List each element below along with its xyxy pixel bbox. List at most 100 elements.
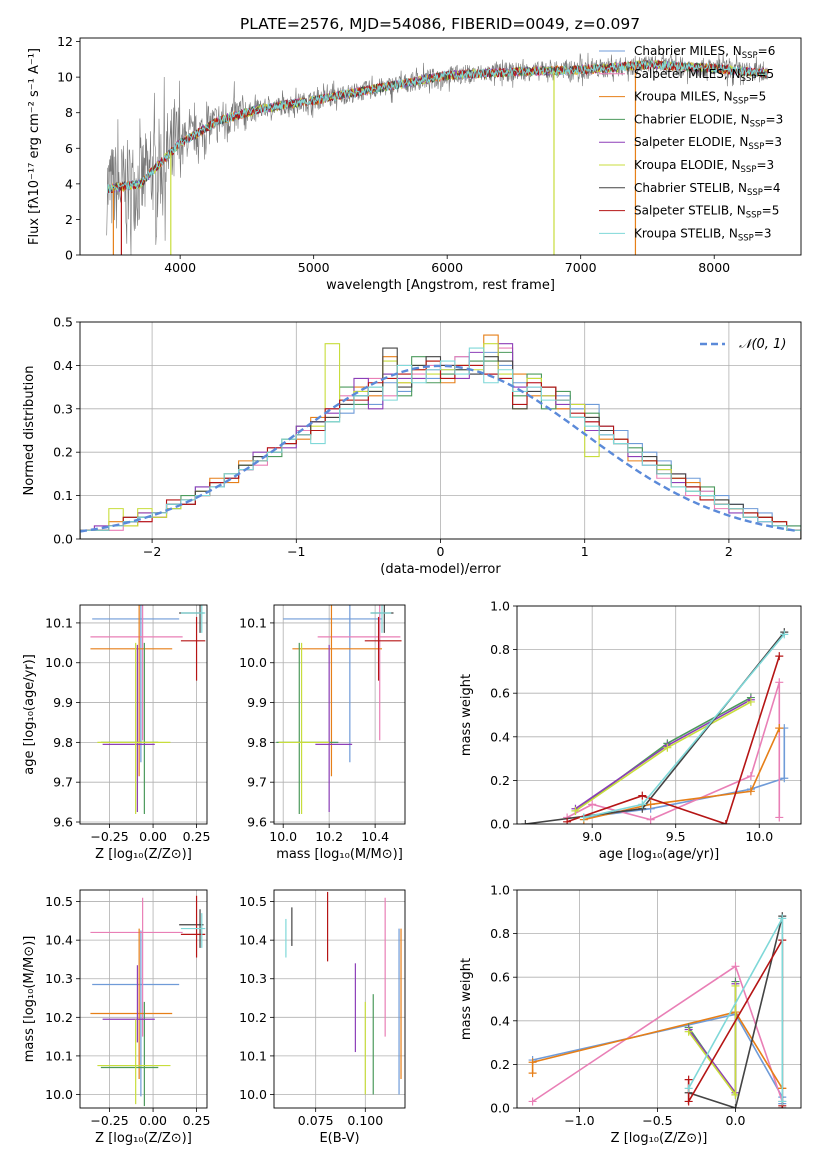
point-chabrier-stelib: [179, 605, 204, 633]
x-tick-label: 9.5: [666, 829, 686, 844]
y-tick-label: 9.6: [247, 815, 267, 830]
x-axis-label: Z [log₁₀(Z/Z⊙)]: [611, 1131, 708, 1146]
gridlines: [80, 605, 207, 824]
series-marker: [746, 772, 755, 781]
x-tick-label: 1: [581, 544, 589, 559]
y-tick-label: 12: [57, 34, 73, 49]
point-kroupa-elodie: [278, 642, 330, 815]
series-line: [566, 655, 781, 824]
point-salpeter-stelib: [364, 616, 402, 681]
legend: 𝒩(0, 1): [700, 337, 786, 352]
series-line: [583, 633, 785, 819]
point-salpeter-miles: [317, 605, 401, 741]
y-tick-label: 0.4: [490, 1013, 510, 1028]
y-tick-label: 0.0: [490, 1101, 510, 1116]
y-tick-label: 4: [65, 176, 73, 191]
y-tick-label: 0.6: [490, 686, 510, 701]
y-tick-label: 0.1: [53, 488, 73, 503]
x-tick-label: 2: [725, 544, 733, 559]
point-kroupa-miles: [90, 928, 173, 1080]
series-marker: [775, 652, 784, 661]
gridlines: [517, 605, 801, 825]
plot-area: [285, 891, 402, 1095]
y-tick-label: 0.2: [53, 445, 73, 460]
y-tick-label: 10.5: [239, 894, 267, 909]
x-tick-label: −1: [287, 544, 305, 559]
series-salpeter-stelib: [563, 652, 784, 824]
axes-frame: [273, 604, 406, 825]
chart-mass_vs_EBV: 0.075 0.100 10.0 10.1 10.2 10.3 10.4 10.5 E(B-V): [239, 889, 406, 1146]
normal-curve: [80, 364, 799, 533]
chart-weight_vs_Z: −1.0 −0.5 0.0 0.0 0.2 0.4 0.6 0.8 1.0 Z [log₁₀(Z/…: [459, 883, 802, 1146]
y-tick-label: 1.0: [490, 599, 510, 614]
point-kroupa-stelib: [370, 605, 392, 633]
model-kroupa-stelib: [106, 59, 768, 195]
x-tick-label: 5000: [298, 260, 330, 275]
series-marker: [731, 981, 740, 990]
x-tick-label: 0.00: [139, 1113, 167, 1128]
ticks: −1.0 −0.5 0.0 0.0 0.2 0.4 0.6 0.8 1.0: [490, 883, 745, 1129]
y-axis-label: mass [log₁₀(M/M⊙)]: [22, 936, 37, 1063]
y-tick-label: 9.8: [53, 735, 73, 750]
y-tick-label: 0.4: [53, 358, 73, 373]
y-tick-label: 9.7: [247, 775, 267, 790]
y-tick-label: 0.2: [490, 773, 510, 788]
series-marker: [588, 800, 597, 809]
y-tick-label: 6: [65, 141, 73, 156]
model-salpeter-stelib: [106, 59, 768, 194]
x-axis-label: Z [log₁₀(Z/Z⊙)]: [95, 1131, 192, 1146]
series-marker: [731, 962, 740, 971]
ticks: 10.0 10.2 10.4 9.6 9.7 9.8 9.9 10.0 10.1: [239, 615, 389, 844]
gridlines: [80, 321, 801, 540]
plot-area: [90, 605, 206, 815]
axes-frame: [516, 889, 802, 1109]
series-kroupa-elodie: [571, 697, 755, 815]
series-marker: [778, 914, 787, 923]
y-tick-label: 10.3: [239, 971, 267, 986]
y-axis-label: Flux [fλ10⁻¹⁷ erg cm⁻² s⁻¹ A⁻¹]: [27, 48, 42, 245]
series-marker: [528, 1058, 537, 1067]
x-tick-label: 10.2: [315, 829, 343, 844]
point-salpeter-miles: [90, 605, 183, 741]
y-tick-label: 0.0: [490, 817, 510, 832]
axes-frame: [79, 37, 802, 256]
point-salpeter-elodie: [315, 644, 353, 813]
x-tick-label: −2: [143, 544, 161, 559]
x-tick-label: −0.25: [90, 1113, 128, 1128]
x-axis-label: Z [log₁₀(Z/Z⊙)]: [95, 847, 192, 862]
point-salpeter-elodie: [102, 965, 155, 1043]
series-marker: [731, 1104, 740, 1108]
point-kroupa-stelib: [180, 605, 206, 633]
y-tick-label: 0.8: [490, 926, 510, 941]
series-marker: [646, 800, 655, 809]
figure-title: PLATE=2576, MJD=54086, FIBERID=0049, z=0…: [240, 15, 640, 33]
y-tick-label: 0.8: [490, 642, 510, 657]
y-tick-label: 10.4: [45, 933, 73, 948]
y-axis-label: Normed distribution: [22, 366, 37, 496]
y-tick-label: 10.1: [45, 1048, 73, 1063]
chart-mass_vs_Z: −0.25 0.00 0.25 10.0 10.1 10.2 10.3 10.4 10.5 Z […: [22, 889, 211, 1146]
x-tick-label: 10.4: [361, 829, 389, 844]
axes-frame: [273, 889, 406, 1109]
x-tick-label: 0.075: [298, 1113, 334, 1128]
gridlines: [80, 890, 207, 1108]
series-marker: [775, 813, 784, 822]
legend-label-chabrier-stelib: Chabrier STELIB, NSSP=4: [634, 181, 781, 198]
y-tick-label: 10.4: [239, 933, 267, 948]
chart-residuals: −2 −1 0 1 2 0.0 0.1 0.2 0.3 0.4 0.5 (data-model)/er…: [22, 315, 802, 577]
series-marker: [528, 1069, 537, 1078]
ticks: 9.0 9.5 10.0 0.0 0.2 0.4 0.6 0.8 1.0: [490, 599, 773, 845]
x-tick-label: 0.25: [183, 1113, 211, 1128]
y-tick-label: 9.6: [53, 815, 73, 830]
y-tick-label: 0: [65, 248, 73, 263]
x-tick-label: 0.25: [183, 829, 211, 844]
x-tick-label: 6000: [431, 260, 463, 275]
plot-area: [90, 895, 206, 1107]
x-tick-label: −0.5: [642, 1113, 672, 1128]
y-tick-label: 9.9: [53, 695, 73, 710]
y-tick-label: 1.0: [490, 883, 510, 898]
y-tick-label: 0.5: [53, 315, 73, 330]
axes-frame: [516, 605, 802, 825]
y-tick-label: 10.0: [239, 1087, 267, 1102]
chart-weight_vs_age: 9.0 9.5 10.0 0.0 0.2 0.4 0.6 0.8 1.0 age [log₁₀(a…: [459, 599, 802, 862]
